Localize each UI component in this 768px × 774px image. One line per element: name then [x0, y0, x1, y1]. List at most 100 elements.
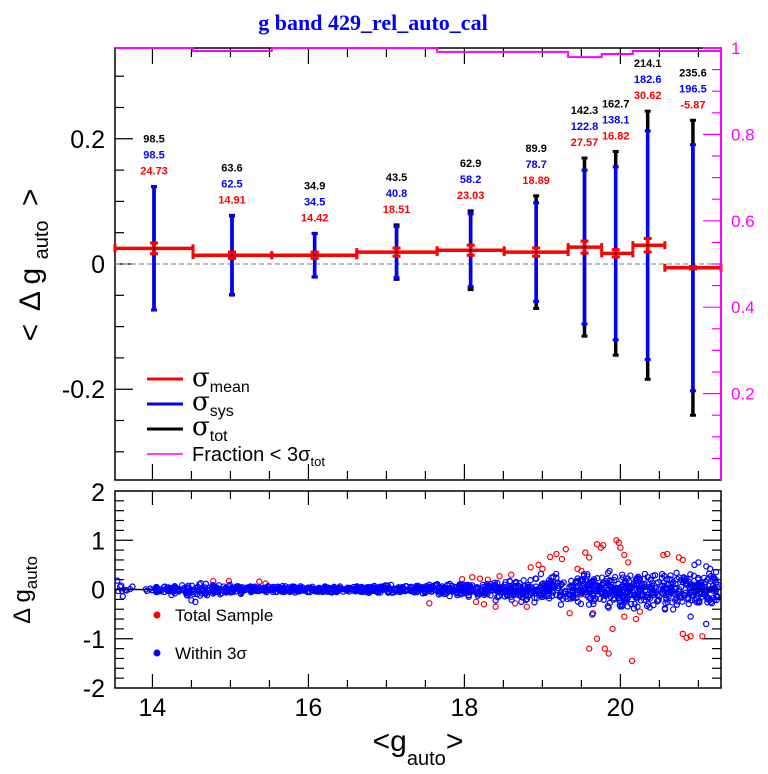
- within-3sigma-point: [598, 574, 606, 581]
- within-3sigma-point: [167, 585, 174, 593]
- within-3sigma-point: [487, 592, 494, 599]
- within-3sigma-point: [707, 573, 715, 580]
- data-label-mean: 27.57: [571, 137, 599, 149]
- total-sample-point: [663, 550, 671, 558]
- legend-label-mean: σmean: [192, 363, 250, 396]
- within-3sigma-point: [202, 580, 210, 588]
- total-sample-point: [699, 633, 706, 640]
- total-sample-point: [562, 545, 569, 553]
- total-sample-point: [600, 541, 607, 549]
- total-sample-point: [458, 575, 466, 583]
- within-3sigma-point: [628, 600, 635, 608]
- within-3sigma-point: [531, 599, 538, 606]
- within-3sigma-point: [532, 575, 539, 582]
- within-3sigma-point: [634, 603, 641, 610]
- within-3sigma-point: [654, 591, 661, 599]
- within-3sigma-point: [373, 588, 381, 595]
- within-3sigma-point: [639, 584, 646, 592]
- total-sample-point: [585, 554, 593, 561]
- within-3sigma-point: [712, 576, 719, 583]
- within-3sigma-point: [531, 594, 538, 602]
- svg-text:Δ gauto: Δ gauto: [9, 556, 41, 624]
- within-3sigma-point: [655, 586, 663, 593]
- within-3sigma-point: [669, 606, 677, 613]
- lower-scatter-points: [114, 537, 722, 665]
- within-3sigma-point: [534, 588, 541, 595]
- within-3sigma-point: [175, 585, 182, 593]
- total-sample-point: [636, 608, 644, 615]
- total-sample-point: [621, 613, 628, 620]
- within-3sigma-point: [555, 585, 562, 592]
- within-3sigma-point: [584, 581, 592, 588]
- total-sample-point: [511, 600, 519, 607]
- total-sample-point: [469, 573, 476, 581]
- data-label-sys: 34.5: [304, 196, 325, 208]
- within-3sigma-point: [227, 589, 235, 596]
- legend-label-within: Within 3σ: [175, 644, 247, 663]
- within-3sigma-point: [294, 586, 302, 594]
- within-3sigma-point: [413, 588, 420, 596]
- total-sample-point: [621, 551, 628, 559]
- within-3sigma-point: [665, 593, 672, 600]
- within-3sigma-point: [639, 591, 646, 598]
- within-3sigma-point: [520, 577, 527, 584]
- within-3sigma-point: [698, 584, 705, 592]
- within-3sigma-point: [611, 573, 619, 581]
- mean-point: [614, 252, 617, 255]
- within-3sigma-point: [670, 579, 677, 586]
- data-label-mean: 18.51: [383, 204, 411, 216]
- within-3sigma-point: [222, 584, 230, 592]
- data-label-sys: 78.7: [525, 159, 546, 171]
- within-3sigma-point: [492, 597, 499, 604]
- right-y-tick-label: 1: [731, 39, 740, 58]
- within-3sigma-point: [541, 589, 548, 597]
- within-3sigma-point: [660, 579, 668, 586]
- chart-title: g band 429_rel_auto_cal: [258, 10, 487, 35]
- within-3sigma-point: [243, 585, 251, 592]
- within-3sigma-point: [645, 580, 653, 588]
- within-3sigma-point: [566, 583, 573, 591]
- within-3sigma-point: [510, 588, 518, 596]
- within-3sigma-point: [479, 581, 487, 588]
- upper-data-labels: 98.5 98.5 24.73 63.6 62.5 14.91 34.9 34.5 14.42 4…: [140, 58, 706, 224]
- within-3sigma-point: [426, 581, 433, 589]
- lower-axis-ticks: [115, 491, 721, 688]
- within-3sigma-point: [143, 587, 151, 595]
- within-3sigma-point: [687, 580, 694, 588]
- within-3sigma-point: [517, 591, 524, 598]
- within-3sigma-point: [508, 596, 515, 603]
- total-sample-point: [679, 630, 686, 638]
- within-3sigma-point: [708, 600, 716, 607]
- data-label-sys: 182.6: [634, 74, 662, 86]
- within-3sigma-point: [408, 584, 415, 591]
- mean-point: [583, 245, 586, 249]
- data-label-tot: 98.5: [143, 134, 164, 146]
- within-3sigma-point: [572, 584, 580, 591]
- within-3sigma-point: [481, 590, 488, 597]
- within-3sigma-point: [377, 589, 384, 596]
- within-3sigma-point: [714, 592, 721, 600]
- data-label-sys: 62.5: [221, 178, 242, 190]
- mean-point: [534, 250, 538, 254]
- data-label-mean: 24.73: [140, 166, 168, 178]
- within-3sigma-point: [659, 586, 666, 593]
- within-3sigma-point: [256, 584, 263, 591]
- within-3sigma-point: [184, 592, 191, 599]
- within-3sigma-point: [604, 602, 612, 610]
- within-3sigma-point: [687, 613, 694, 620]
- within-3sigma-point: [659, 582, 666, 590]
- x-tick-label: 16: [295, 694, 323, 722]
- data-label-tot: 89.9: [525, 143, 546, 155]
- within-3sigma-point: [706, 565, 714, 573]
- total-sample-point: [496, 573, 503, 580]
- right-y-tick-label: 0.8: [731, 125, 755, 144]
- within-3sigma-point: [280, 585, 288, 592]
- within-3sigma-point: [567, 577, 575, 585]
- total-sample-point: [539, 565, 546, 573]
- within-3sigma-point: [465, 591, 472, 599]
- upper-y-tick-label: 0.2: [70, 126, 105, 154]
- total-sample-point: [660, 551, 667, 559]
- data-label-mean: 14.42: [301, 212, 329, 224]
- within-3sigma-point: [698, 593, 705, 601]
- within-3sigma-point: [338, 585, 345, 593]
